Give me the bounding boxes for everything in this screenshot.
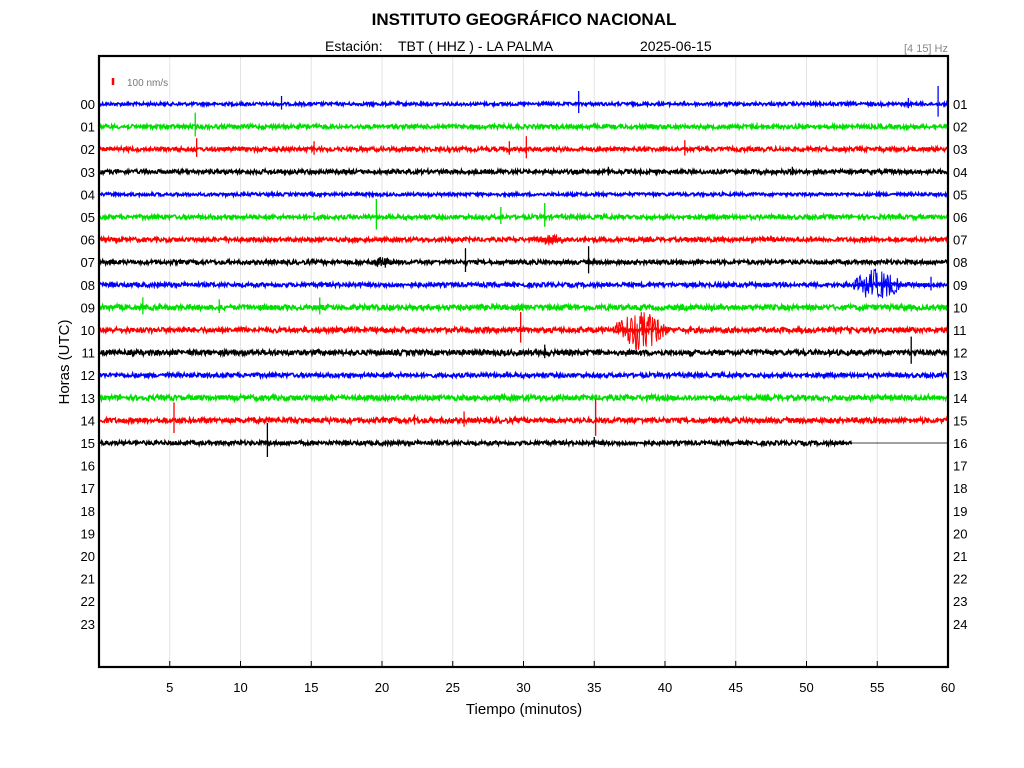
hour-label-left: 23 — [81, 617, 95, 632]
hour-label-right: 20 — [953, 526, 967, 541]
trace-hour-06 — [98, 234, 949, 245]
hour-label-right: 02 — [953, 120, 967, 135]
x-tick-label: 30 — [516, 680, 530, 695]
hour-label-right: 15 — [953, 413, 967, 428]
hour-label-left: 18 — [81, 504, 95, 519]
trace-hour-03 — [98, 166, 949, 177]
hour-label-right: 06 — [953, 210, 967, 225]
record-date: 2025-06-15 — [640, 38, 712, 54]
hour-label-right: 22 — [953, 572, 967, 587]
amplitude-scale: 100 nm/s — [111, 78, 168, 89]
vertical-gridlines — [169, 57, 878, 666]
hour-label-left: 02 — [81, 142, 95, 157]
hour-label-right: 03 — [953, 142, 967, 157]
trace-hour-02 — [98, 144, 949, 155]
hour-label-right: 16 — [953, 436, 967, 451]
hour-label-left: 16 — [81, 459, 95, 474]
x-tick-label: 15 — [304, 680, 318, 695]
chart-title: INSTITUTO GEOGRÁFICO NACIONAL — [372, 10, 677, 29]
hour-label-left: 07 — [81, 255, 95, 270]
seismic-event — [679, 235, 736, 244]
x-tick-label: 55 — [870, 680, 884, 695]
hour-label-left: 09 — [81, 300, 95, 315]
trace-hour-04 — [98, 189, 948, 200]
hour-label-left: 08 — [81, 278, 95, 293]
trace-hour-13 — [98, 392, 949, 404]
hour-label-left: 01 — [81, 120, 95, 135]
hour-label-right: 23 — [953, 594, 967, 609]
hour-label-right: 05 — [953, 187, 967, 202]
x-axis-ticks: 5 10 15 20 25 30 35 40 45 50 55 60 — [166, 661, 955, 695]
seismic-event — [530, 233, 573, 246]
trace-hour-14 — [98, 414, 949, 427]
trace-hour-10 — [98, 324, 949, 336]
station-prefix: Estación: — [325, 38, 383, 54]
x-tick-label: 60 — [941, 680, 955, 695]
hour-label-right: 10 — [953, 300, 967, 315]
seismic-event — [848, 268, 906, 299]
hour-label-left: 11 — [82, 346, 96, 361]
hour-label-right: 24 — [953, 617, 967, 632]
hour-label-left: 20 — [81, 549, 95, 564]
hour-label-left: 06 — [81, 233, 95, 248]
hour-label-left: 00 — [81, 97, 95, 112]
hour-label-right: 19 — [953, 504, 967, 519]
hour-label-right: 13 — [953, 368, 967, 383]
hour-label-left: 03 — [81, 165, 95, 180]
scale-label: 100 nm/s — [127, 78, 168, 89]
x-tick-label: 40 — [658, 680, 672, 695]
trace-hour-09 — [98, 301, 949, 314]
hour-label-right: 07 — [953, 233, 967, 248]
hour-label-left: 14 — [81, 413, 95, 428]
hour-label-right: 04 — [953, 165, 967, 180]
hour-label-left: 19 — [81, 526, 95, 541]
station-name: TBT ( HHZ ) - LA PALMA — [398, 38, 554, 54]
x-tick-label: 20 — [375, 680, 389, 695]
hour-labels-left: 00 01 02 03 04 05 06 07 08 09 10 11 12 13 14 15 16 17 18 19… — [81, 97, 95, 632]
x-axis-label: Tiempo (minutos) — [466, 701, 582, 718]
trace-hour-00 — [98, 99, 949, 109]
trace-hour-08 — [98, 279, 949, 290]
y-axis-label: Horas (UTC) — [56, 319, 73, 404]
filter-band-label: [4 15] Hz — [904, 43, 948, 55]
hour-label-left: 21 — [81, 572, 95, 587]
hour-label-left: 12 — [81, 368, 95, 383]
hour-label-right: 11 — [953, 323, 967, 338]
x-tick-label: 5 — [166, 680, 173, 695]
hour-label-left: 05 — [81, 210, 95, 225]
hour-label-right: 21 — [953, 549, 967, 564]
hour-label-right: 12 — [953, 346, 967, 361]
hour-label-left: 13 — [81, 391, 95, 406]
hour-label-left: 15 — [81, 436, 95, 451]
x-tick-label: 35 — [587, 680, 601, 695]
hour-label-right: 01 — [953, 97, 967, 112]
trace-hour-07 — [98, 257, 949, 268]
trace-hour-05 — [98, 211, 949, 223]
x-tick-label: 10 — [233, 680, 247, 695]
hour-label-left: 17 — [81, 481, 95, 496]
seismic-traces — [98, 86, 949, 457]
hour-label-left: 10 — [81, 323, 95, 338]
x-tick-label: 45 — [729, 680, 743, 695]
trace-hour-12 — [98, 370, 949, 381]
hour-label-right: 08 — [953, 255, 967, 270]
trace-hour-11 — [98, 347, 948, 359]
hour-labels-right: 01 02 03 04 05 06 07 08 09 10 11 12 13 14 15 16 17 18 19 20… — [953, 97, 967, 632]
x-tick-label: 25 — [446, 680, 460, 695]
hour-label-left: 22 — [81, 594, 95, 609]
seismic-event — [608, 311, 672, 351]
hour-label-right: 17 — [953, 459, 967, 474]
seismic-event — [367, 256, 404, 268]
x-tick-label: 50 — [799, 680, 813, 695]
hour-label-right: 09 — [953, 278, 967, 293]
hour-label-right: 14 — [953, 391, 967, 406]
trace-hour-01 — [98, 121, 948, 132]
hour-label-right: 18 — [953, 481, 967, 496]
hour-label-left: 04 — [81, 187, 95, 202]
trace-hour-15 — [98, 438, 853, 448]
plot-frame — [97, 54, 950, 669]
